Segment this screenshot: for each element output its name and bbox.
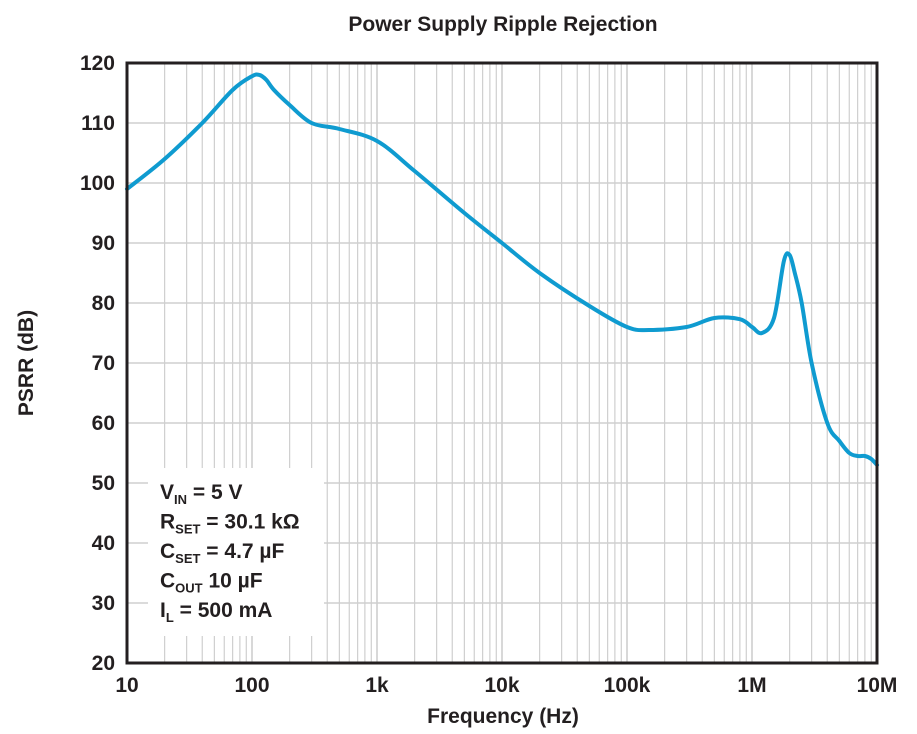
test-conditions-box: VIN = 5 V RSET = 30.1 kΩ CSET = 4.7 µF COUT… [148, 468, 324, 636]
y-tick-label: 20 [92, 652, 115, 675]
y-tick-label: 90 [92, 232, 115, 255]
test-conditions-background [148, 468, 324, 636]
psrr-series-line [125, 72, 879, 467]
test-condition-line: RSET = 30.1 kΩ [160, 511, 300, 537]
y-tick-label: 70 [92, 352, 115, 375]
x-tick-label: 10k [484, 674, 519, 697]
y-tick-label: 100 [80, 172, 115, 195]
x-axis-label: Frequency (Hz) [427, 705, 579, 728]
x-tick-label: 100k [604, 674, 651, 697]
y-tick-label: 30 [92, 592, 115, 615]
x-tick-label: 10 [115, 674, 138, 697]
y-tick-labels: 20 30 40 50 60 70 80 90 100 110 120 [80, 52, 115, 675]
x-tick-label: 1M [737, 674, 766, 697]
x-tick-label: 10M [857, 674, 898, 697]
x-tick-label: 1k [365, 674, 389, 697]
y-tick-label: 40 [92, 532, 115, 555]
test-condition-line: COUT 10 µF [160, 570, 263, 596]
x-tick-label: 100 [234, 674, 269, 697]
y-tick-label: 120 [80, 52, 115, 75]
y-tick-label: 50 [92, 472, 115, 495]
x-tick-labels: 10 100 1k 10k 100k 1M 10M [115, 674, 897, 697]
y-axis-label: PSRR (dB) [15, 310, 38, 416]
y-tick-label: 80 [92, 292, 115, 315]
test-condition-line: VIN = 5 V [160, 481, 242, 507]
test-condition-line: CSET = 4.7 µF [160, 540, 285, 566]
series-layer [125, 72, 879, 467]
chart-title: Power Supply Ripple Rejection [348, 13, 657, 36]
y-tick-label: 60 [92, 412, 115, 435]
y-tick-label: 110 [81, 112, 115, 135]
plot-frame [125, 61, 879, 665]
test-condition-line: IL = 500 mA [160, 599, 272, 625]
